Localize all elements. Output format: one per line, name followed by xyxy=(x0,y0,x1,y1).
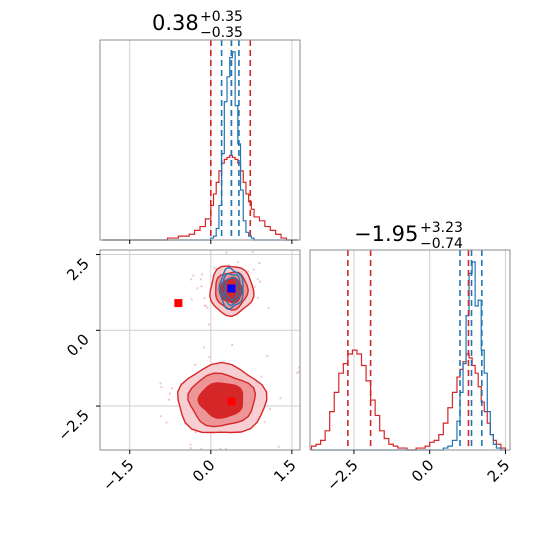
sample-point xyxy=(200,273,203,276)
sample-point xyxy=(279,397,282,400)
sample-point xyxy=(263,420,266,423)
x-tick-label-param-2: 0.0 xyxy=(408,456,438,486)
sample-point xyxy=(298,370,301,373)
y-tick-label-param-2: 0.0 xyxy=(63,330,93,360)
sample-point xyxy=(206,306,209,309)
sample-point xyxy=(259,280,262,283)
sample-point xyxy=(196,287,199,290)
frame-joint xyxy=(99,249,301,451)
posterior-marker xyxy=(227,284,236,293)
sample-point xyxy=(213,267,216,270)
title-1-value: 0.38 xyxy=(152,11,199,35)
x-tick-label-param-2: 2.5 xyxy=(484,456,514,486)
sample-point xyxy=(253,285,256,288)
prior-histogram-param-2 xyxy=(310,349,507,451)
sample-point xyxy=(203,346,206,349)
sample-point xyxy=(260,375,263,378)
sample-point xyxy=(199,278,202,281)
sample-point xyxy=(159,415,162,418)
sample-point xyxy=(208,356,211,359)
sample-point xyxy=(228,264,231,267)
frame-right xyxy=(309,249,511,451)
x-tick-label-param-1: −1.5 xyxy=(99,456,137,494)
sample-point xyxy=(257,296,260,299)
sample-point xyxy=(203,304,206,307)
joint-panel xyxy=(96,249,301,454)
sample-point xyxy=(168,392,171,395)
posterior-contour-2 xyxy=(223,276,239,301)
x-tick-label-param-2: −2.5 xyxy=(323,456,361,494)
sample-point xyxy=(208,323,211,326)
prior-contour-1-2 xyxy=(197,382,244,419)
sample-point xyxy=(194,363,197,366)
sample-point xyxy=(236,261,239,264)
title-param-1: 0.38 +0.35 −0.35 xyxy=(152,9,243,41)
prior-marker-0 xyxy=(174,299,183,308)
marginal-panel-param-1 xyxy=(99,39,301,244)
sample-point xyxy=(189,447,192,450)
title-2-plus: +3.23 xyxy=(420,220,463,236)
sample-point xyxy=(190,298,193,301)
marginal-panel-param-2 xyxy=(309,249,511,454)
sample-point xyxy=(171,387,174,390)
sample-point xyxy=(267,307,270,310)
prior-marker-1 xyxy=(227,397,236,406)
sample-point xyxy=(159,382,162,385)
posterior-histogram-param-1 xyxy=(102,51,298,241)
sample-point xyxy=(203,297,206,300)
frame-top xyxy=(99,39,301,241)
sample-point xyxy=(268,408,271,411)
sample-point xyxy=(189,443,192,446)
title-2-value: −1.95 xyxy=(354,222,418,246)
sample-point xyxy=(192,274,195,277)
sample-point xyxy=(165,421,168,424)
title-1-minus: −0.35 xyxy=(200,25,243,41)
sample-point xyxy=(266,355,269,358)
sample-point xyxy=(168,398,171,401)
posterior-contour-1 xyxy=(220,273,242,307)
sample-point xyxy=(258,261,261,264)
sample-point xyxy=(298,366,301,369)
prior-histogram-param-1 xyxy=(102,154,298,241)
sample-point xyxy=(246,270,249,273)
sample-point xyxy=(224,448,227,451)
sample-point xyxy=(252,268,255,271)
sample-point xyxy=(219,447,222,450)
sample-point xyxy=(277,445,280,448)
sample-point xyxy=(256,278,259,281)
title-1-plus: +0.35 xyxy=(200,9,243,25)
sample-point xyxy=(160,386,163,389)
sample-point xyxy=(200,285,203,288)
title-param-2: −1.95 +3.23 −0.74 xyxy=(354,220,463,252)
sample-point xyxy=(225,251,228,254)
sample-point xyxy=(296,371,299,374)
sample-point xyxy=(231,343,234,346)
y-tick-label-param-2: 2.5 xyxy=(63,255,93,285)
sample-point xyxy=(194,431,197,434)
tick-labels: −1.5 0.0 1.5 −2.5 0.0 2.5 −2.5 0.0 2.5 xyxy=(54,255,513,495)
sample-point xyxy=(204,304,207,307)
sample-point xyxy=(251,251,254,254)
x-tick-label-param-1: 1.5 xyxy=(270,456,300,486)
x-tick-label-param-1: 0.0 xyxy=(189,456,219,486)
sample-point xyxy=(200,448,203,451)
y-tick-label-param-2: −2.5 xyxy=(54,406,92,444)
sample-point xyxy=(190,278,193,281)
posterior-contour-0 xyxy=(218,266,244,311)
title-2-minus: −0.74 xyxy=(420,236,463,252)
posterior-histogram-param-2 xyxy=(311,261,506,451)
